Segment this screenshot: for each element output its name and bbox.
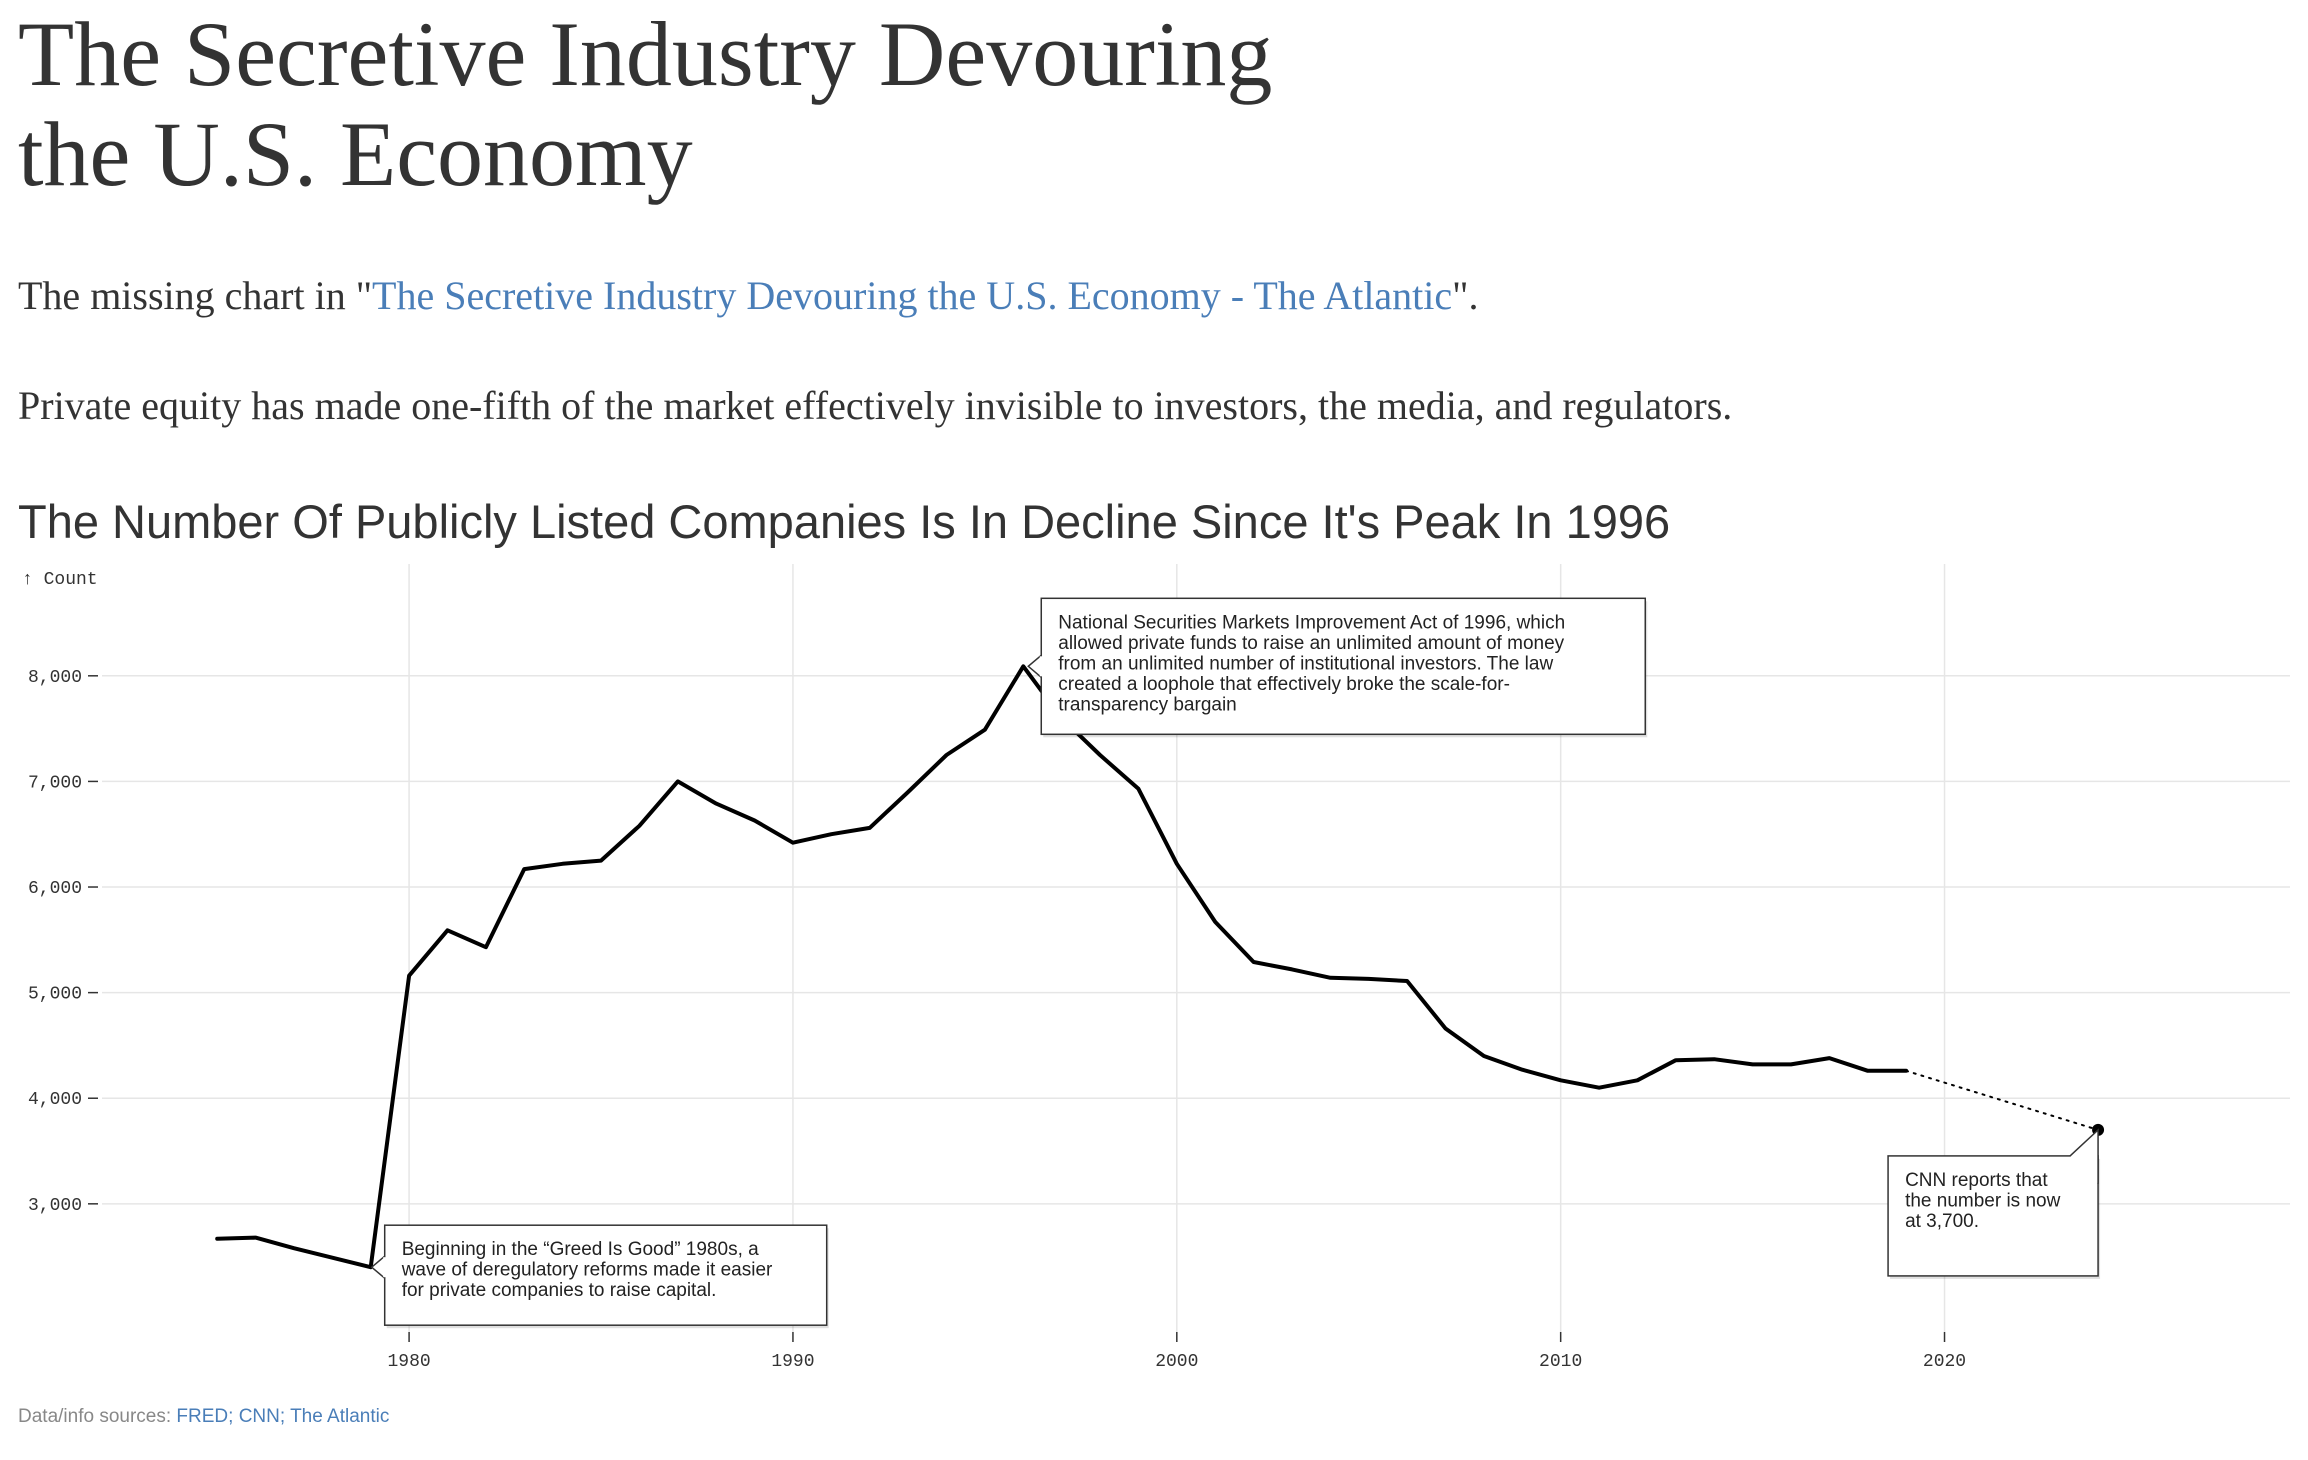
- annotation-box: [1040, 597, 1647, 736]
- annotation-text-line: allowed private funds to raise an unlimi…: [1058, 633, 1564, 654]
- x-tick-label: 2020: [1923, 1352, 1966, 1372]
- y-tick-label: 7,000: [28, 773, 82, 793]
- line-chart: ↑ Count 3,000 4,000 5,000 6,000 7,000 8,000 19…: [22, 564, 2290, 1372]
- source-prefix: Data/info sources:: [18, 1406, 177, 1427]
- series: [215, 664, 2105, 1270]
- title-line-1: The Secretive Industry Devouring: [18, 3, 1273, 105]
- annotation-box: [383, 1224, 828, 1326]
- annotation-text-line: from an unlimited number of institutiona…: [1058, 653, 1553, 674]
- annotations: National Securities Markets Improvement …: [370, 597, 2101, 1329]
- annotation-text-line: for private companies to raise capital.: [402, 1280, 717, 1301]
- x-tick-label: 2010: [1539, 1352, 1582, 1372]
- y-tick-label: 4,000: [28, 1090, 82, 1110]
- page-title: The Secretive Industry Devouring the U.S…: [18, 4, 1318, 204]
- y-tick-label: 3,000: [28, 1196, 82, 1216]
- x-tick-label: 2000: [1155, 1352, 1198, 1372]
- annotation-text-line: Beginning in the “Greed Is Good” 1980s, …: [402, 1239, 759, 1260]
- intro-paragraph: The missing chart in "The Secretive Indu…: [18, 270, 1479, 322]
- y-tick-label: 6,000: [28, 879, 82, 899]
- annotation-1996: National Securities Markets Improvement …: [1027, 597, 1648, 738]
- axis-ticks: 3,000 4,000 5,000 6,000 7,000 8,000 1980 1990 20…: [28, 668, 1966, 1372]
- annotation-text-line: created a loophole that effectively brok…: [1058, 674, 1510, 695]
- chart-title: The Number Of Publicly Listed Companies …: [18, 495, 1671, 548]
- annotation-text-line: wave of deregulatory reforms made it eas…: [401, 1260, 773, 1281]
- annotation-pointer: [2069, 1128, 2099, 1184]
- projected-line: [1905, 1069, 2100, 1131]
- lede-paragraph: Private equity has made one-fifth of the…: [18, 383, 1733, 428]
- annotation-text-line: transparency bargain: [1058, 694, 1237, 715]
- annotation-text-line: at 3,700.: [1905, 1211, 1979, 1232]
- y-tick-label: 5,000: [28, 985, 82, 1005]
- annotation-text-line: National Securities Markets Improvement …: [1058, 612, 1565, 633]
- annotation-pointer: [1027, 654, 1042, 678]
- annotation-text-line: the number is now: [1905, 1190, 2061, 1211]
- y-tick-label: 8,000: [28, 668, 82, 688]
- annotation-box: [1887, 1155, 2099, 1277]
- listed-companies-line: [215, 664, 1909, 1270]
- title-line-2: the U.S. Economy: [18, 103, 693, 205]
- source-note: Data/info sources: FRED; CNN; The Atlant…: [18, 1406, 389, 1428]
- annotation-1980s: Beginning in the “Greed Is Good” 1980s, …: [370, 1224, 829, 1329]
- x-tick-label: 1990: [771, 1352, 814, 1372]
- intro-suffix: ".: [1452, 273, 1479, 318]
- article-link[interactable]: The Secretive Industry Devouring the U.S…: [372, 273, 1453, 318]
- x-tick-label: 1980: [387, 1352, 430, 1372]
- annotation-pointer: [370, 1255, 386, 1279]
- source-links[interactable]: FRED; CNN; The Atlantic: [176, 1406, 390, 1427]
- y-axis-label: ↑ Count: [22, 570, 98, 590]
- annotation-text-line: CNN reports that: [1905, 1170, 2048, 1191]
- intro-prefix: The missing chart in ": [18, 273, 373, 318]
